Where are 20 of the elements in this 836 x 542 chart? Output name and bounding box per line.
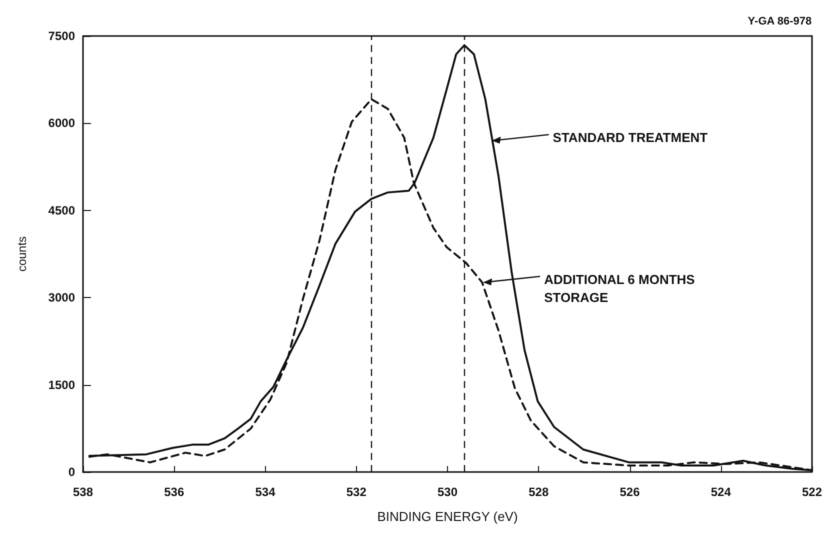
- annotation: STANDARD TREATMENT: [552, 130, 708, 146]
- y-tick-label: 7500: [48, 29, 76, 43]
- x-tick-label: 538: [72, 485, 94, 499]
- x-tick-label: 528: [528, 485, 549, 499]
- x-tick-label: 524: [710, 485, 732, 499]
- y-axis-title: counts: [15, 236, 29, 272]
- x-axis-title: BINDING ENERGY (eV): [377, 509, 518, 524]
- y-tick-label: 4500: [48, 203, 76, 218]
- text: Y-GA 86-978: [748, 16, 812, 28]
- x-tick-label: 530: [437, 485, 458, 499]
- annotation: ADDITIONAL 6 MONTHS STORAGE: [544, 272, 696, 305]
- x-tick-label: 534: [255, 485, 276, 499]
- x-tick-label: 532: [346, 485, 367, 499]
- y-tick-label: 0: [68, 465, 76, 479]
- x-tick-label: 536: [164, 485, 184, 499]
- y-tick-label: 6000: [48, 116, 76, 130]
- x-tick-label: 526: [620, 485, 640, 499]
- x-tick-label: 522: [802, 485, 822, 499]
- y-tick-label: 3000: [48, 290, 76, 305]
- y-tick-label: 1500: [48, 378, 76, 392]
